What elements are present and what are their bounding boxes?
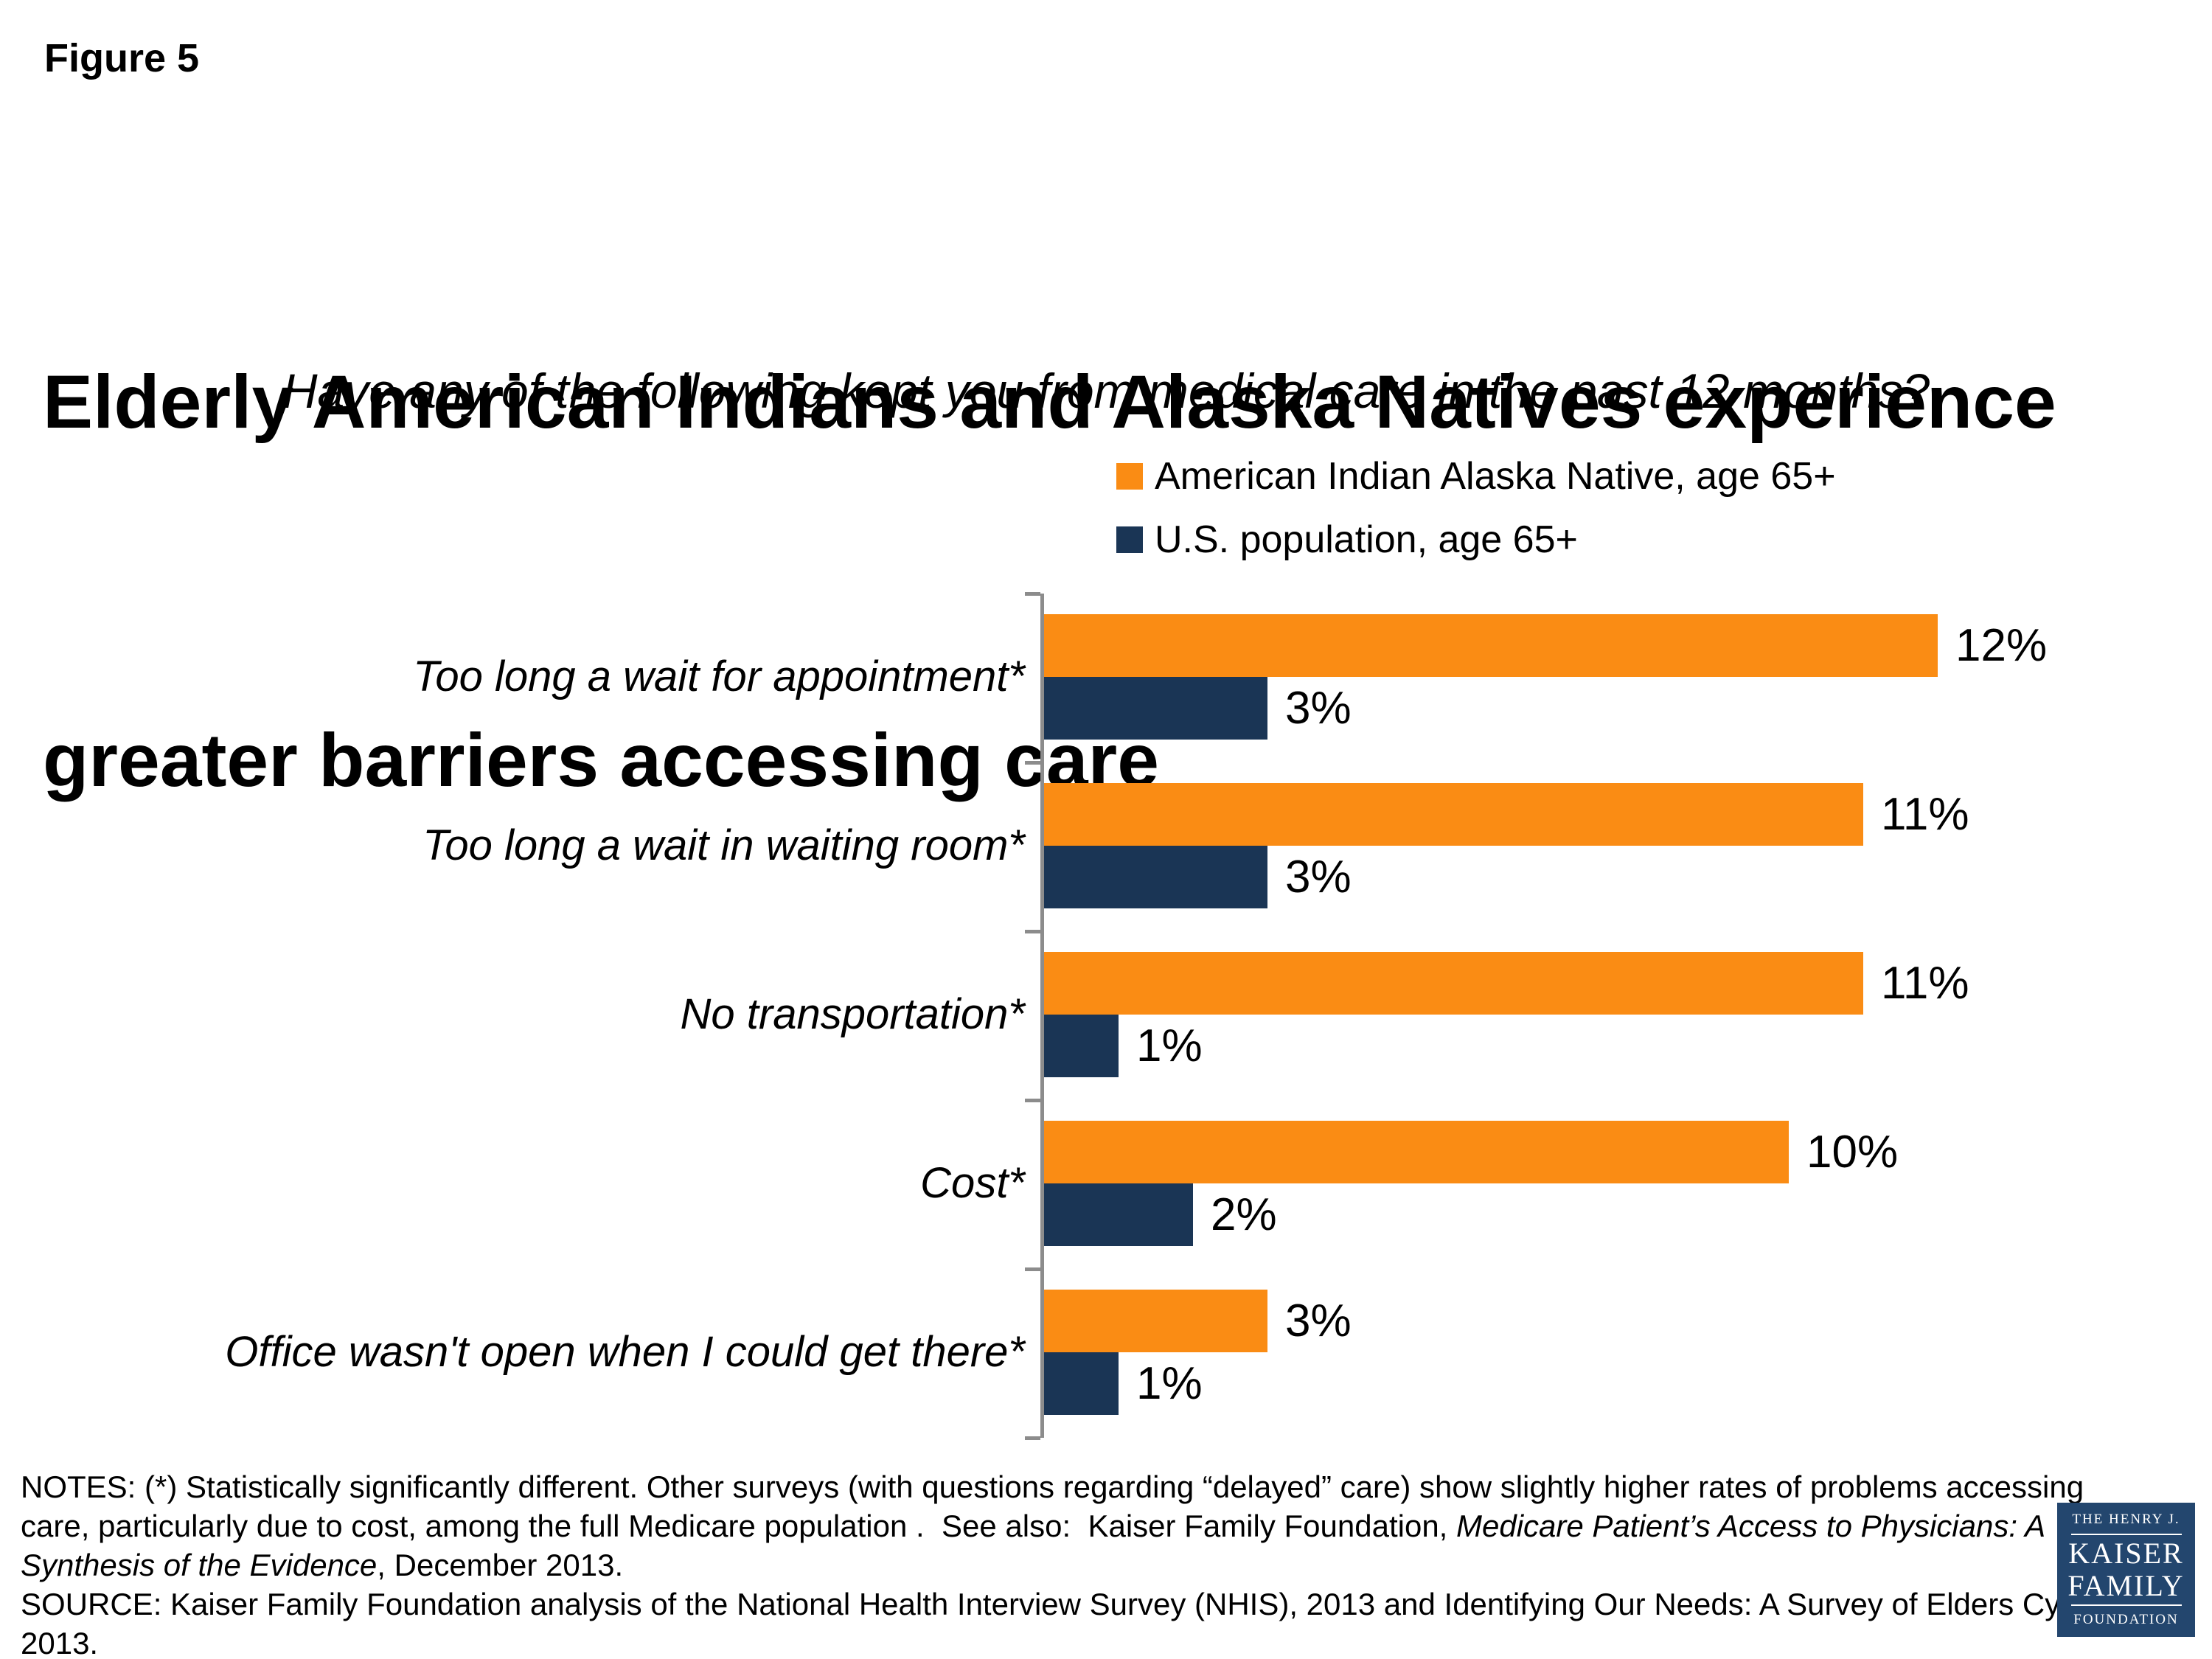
value-label-aian: 11% bbox=[1881, 958, 1969, 1009]
bar-us-population bbox=[1044, 677, 1267, 740]
slide-title-line-1: Elderly American Indians and Alaska Nati… bbox=[43, 360, 2056, 444]
slide-title: Elderly American Indians and Alaska Nati… bbox=[43, 103, 2056, 1059]
notes-line-2-citation: Medicare Patient’s Access to Physicians:… bbox=[1456, 1509, 2046, 1543]
value-label-us-population: 1% bbox=[1136, 1020, 1203, 1071]
notes-line-2: care, particularly due to cost, among th… bbox=[21, 1506, 2135, 1545]
category-label: Cost* bbox=[920, 1159, 1025, 1207]
bar-aian bbox=[1044, 952, 1863, 1015]
bar-us-population bbox=[1044, 1183, 1193, 1246]
kaiser-family-foundation-logo: THE HENRY J. KAISER FAMILY FOUNDATION bbox=[2057, 1503, 2195, 1637]
notes-line-1: NOTES: (*) Statistically significantly d… bbox=[21, 1470, 2084, 1504]
value-label-us-population: 3% bbox=[1285, 683, 1352, 734]
notes-block: NOTES: (*) Statistically significantly d… bbox=[21, 1467, 2135, 1659]
notes-line-5: 2013. bbox=[21, 1626, 99, 1659]
bar-us-population bbox=[1044, 846, 1267, 908]
axis-tick-mark bbox=[1025, 1436, 1040, 1440]
logo-divider-top bbox=[2070, 1534, 2182, 1535]
category-label: Office wasn't open when I could get ther… bbox=[225, 1328, 1025, 1376]
notes-line-3: Synthesis of the Evidence, December 2013… bbox=[21, 1545, 2135, 1585]
bar-aian bbox=[1044, 783, 1863, 846]
bar-aian bbox=[1044, 1290, 1267, 1352]
logo-divider-bottom bbox=[2070, 1604, 2182, 1606]
legend-swatch-orange bbox=[1116, 463, 1143, 490]
axis-tick-mark bbox=[1025, 592, 1040, 596]
bar-us-population bbox=[1044, 1015, 1119, 1077]
legend-item-aian: American Indian Alaska Native, age 65+ bbox=[1116, 455, 1836, 498]
logo-text-henry-j: THE HENRY J. bbox=[2072, 1512, 2180, 1527]
axis-tick-mark bbox=[1025, 1099, 1040, 1102]
notes-line-2-text: care, particularly due to cost, among th… bbox=[21, 1509, 1457, 1543]
bar-us-population bbox=[1044, 1352, 1119, 1415]
value-label-us-population: 3% bbox=[1285, 852, 1352, 902]
category-axis-line bbox=[1040, 594, 1044, 1438]
bar-aian bbox=[1044, 614, 1938, 677]
legend-label-us: U.S. population, age 65+ bbox=[1155, 518, 1578, 561]
legend-item-us: U.S. population, age 65+ bbox=[1116, 518, 1836, 561]
value-label-aian: 10% bbox=[1806, 1127, 1899, 1178]
bar-aian bbox=[1044, 1121, 1789, 1183]
value-label-us-population: 2% bbox=[1211, 1189, 1277, 1240]
value-label-us-population: 1% bbox=[1136, 1358, 1203, 1409]
legend-label-aian: American Indian Alaska Native, age 65+ bbox=[1155, 455, 1836, 498]
notes-line-3-text: , December 2013. bbox=[377, 1548, 624, 1582]
axis-tick-mark bbox=[1025, 930, 1040, 933]
value-label-aian: 11% bbox=[1881, 789, 1969, 840]
category-label: Too long a wait in waiting room* bbox=[422, 821, 1025, 869]
chart-question-subtitle: Have any of the following kept you from … bbox=[282, 364, 1930, 418]
slide-title-line-2: greater barriers accessing care bbox=[43, 718, 1159, 802]
value-label-aian: 12% bbox=[1955, 620, 2048, 671]
chart-legend: American Indian Alaska Native, age 65+ U… bbox=[1116, 455, 1836, 585]
logo-text-family: FAMILY bbox=[2067, 1569, 2185, 1602]
logo-text-foundation: FOUNDATION bbox=[2073, 1612, 2179, 1627]
notes-line-3-citation: Synthesis of the Evidence bbox=[21, 1548, 378, 1582]
category-label: Too long a wait for appointment* bbox=[413, 653, 1025, 700]
notes-line-4: SOURCE: Kaiser Family Foundation analysi… bbox=[21, 1587, 2135, 1621]
axis-tick-mark bbox=[1025, 1267, 1040, 1271]
legend-swatch-navy bbox=[1116, 526, 1143, 553]
logo-text-kaiser: KAISER bbox=[2068, 1537, 2184, 1570]
figure-number-label: Figure 5 bbox=[44, 36, 200, 80]
axis-tick-mark bbox=[1025, 761, 1040, 765]
category-label: No transportation* bbox=[680, 990, 1025, 1038]
value-label-aian: 3% bbox=[1285, 1295, 1352, 1346]
